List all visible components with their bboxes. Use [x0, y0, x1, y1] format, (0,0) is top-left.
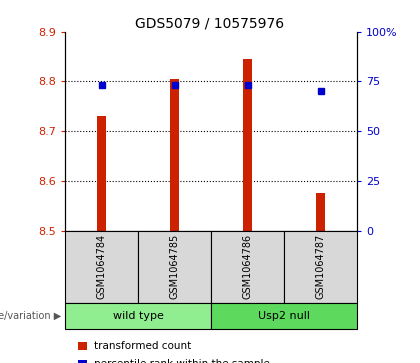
Text: GSM1064784: GSM1064784	[97, 234, 107, 299]
Bar	[316, 193, 325, 231]
Text: wild type: wild type	[113, 311, 163, 321]
Text: GSM1064785: GSM1064785	[170, 234, 180, 299]
Text: Usp2 null: Usp2 null	[258, 311, 310, 321]
Text: GSM1064786: GSM1064786	[242, 234, 252, 299]
Text: percentile rank within the sample: percentile rank within the sample	[94, 359, 270, 363]
Text: genotype/variation ▶: genotype/variation ▶	[0, 311, 62, 321]
Bar	[97, 116, 106, 231]
Bar	[243, 59, 252, 231]
Bar	[170, 79, 179, 231]
Text: GDS5079 / 10575976: GDS5079 / 10575976	[135, 16, 285, 30]
Text: GSM1064787: GSM1064787	[315, 234, 326, 299]
Text: transformed count: transformed count	[94, 340, 192, 351]
